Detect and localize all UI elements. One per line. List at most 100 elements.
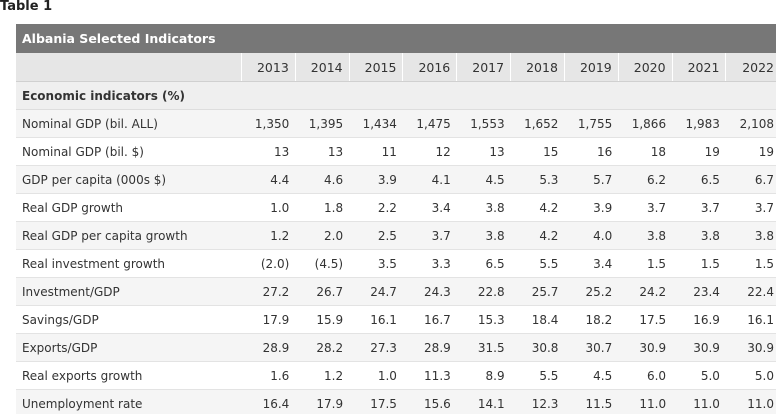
- table-row: Nominal GDP (bil. $) 13 13 11 12 13 15 16 18 19 19: [16, 137, 776, 166]
- table-cell: 17.5: [349, 389, 403, 414]
- table-cell: 24.2: [618, 277, 673, 306]
- row-label: Real exports growth: [16, 361, 242, 390]
- table-row: Savings/GDP 17.9 15.9 16.1 16.7 15.3 18.4 18.2 1…: [16, 305, 776, 334]
- table-cell: 4.0: [564, 221, 619, 250]
- table-cell: 1,434: [349, 109, 403, 138]
- table-cell: 30.9: [672, 333, 726, 362]
- table-cell: 13: [241, 137, 296, 166]
- table-cell: 22.8: [456, 277, 511, 306]
- table-cell: 6.2: [618, 165, 673, 194]
- table-cell: 1,475: [402, 109, 457, 138]
- year-header: 2021: [671, 53, 726, 82]
- year-header: 2017: [456, 53, 511, 82]
- table-cell: 1,866: [618, 109, 673, 138]
- table-cell: 2.2: [349, 193, 403, 222]
- table-cell: (2.0): [241, 249, 296, 278]
- table-cell: 30.9: [618, 333, 673, 362]
- year-header: 2013: [240, 53, 296, 82]
- table-cell: 12.3: [510, 389, 565, 414]
- row-label: Exports/GDP: [16, 333, 242, 362]
- table-row: Real investment growth (2.0) (4.5) 3.5 3.3 6.…: [16, 249, 776, 278]
- table-cell: 30.8: [510, 333, 565, 362]
- section-header-row: Economic indicators (%): [16, 81, 776, 110]
- table-cell: 17.5: [618, 305, 673, 334]
- table-cell: 1.0: [241, 193, 296, 222]
- table-cell: 27.3: [349, 333, 403, 362]
- year-header: 2022: [725, 53, 776, 82]
- section-header: Economic indicators (%): [16, 81, 776, 110]
- table-cell: 14.1: [456, 389, 511, 414]
- table-cell: 18.4: [510, 305, 565, 334]
- table-cell: 8.9: [456, 361, 511, 390]
- table-cell: 16: [564, 137, 619, 166]
- table-cell: 11.3: [402, 361, 457, 390]
- table-cell: 6.7: [725, 165, 776, 194]
- table-cell: 11: [349, 137, 403, 166]
- table-cell: 3.7: [402, 221, 457, 250]
- table-cell: 16.7: [402, 305, 457, 334]
- table-cell: 3.8: [672, 221, 726, 250]
- table-cell: 11.0: [672, 389, 726, 414]
- year-header: 2014: [294, 53, 350, 82]
- table-cell: 16.1: [725, 305, 776, 334]
- row-label: Investment/GDP: [16, 277, 242, 306]
- table-cell: 19: [725, 137, 776, 166]
- table-cell: 1.5: [672, 249, 726, 278]
- table-cell: 3.8: [456, 221, 511, 250]
- indicators-table: Albania Selected Indicators 2013 2014 20…: [16, 24, 776, 414]
- table-cell: 3.9: [349, 165, 403, 194]
- table-cell: 28.9: [241, 333, 296, 362]
- table-title: Albania Selected Indicators: [16, 24, 776, 53]
- table-cell: 25.7: [510, 277, 565, 306]
- table-cell: 3.4: [564, 249, 619, 278]
- table-row: Real GDP growth 1.0 1.8 2.2 3.4 3.8 4.2 3.9 3.7 3…: [16, 193, 776, 222]
- table-cell: 1,755: [564, 109, 619, 138]
- table-row: Investment/GDP 27.2 26.7 24.7 24.3 22.8 25.7 25…: [16, 277, 776, 306]
- table-cell: 28.2: [295, 333, 350, 362]
- table-cell: 3.4: [402, 193, 457, 222]
- table-cell: 6.5: [456, 249, 511, 278]
- table-cell: 23.4: [672, 277, 726, 306]
- table-cell: 1,652: [510, 109, 565, 138]
- table-cell: 1.5: [618, 249, 673, 278]
- table-cell: 1,983: [672, 109, 726, 138]
- table-cell: 1.0: [349, 361, 403, 390]
- row-label: Real investment growth: [16, 249, 242, 278]
- table-cell: 2,108: [725, 109, 776, 138]
- table-cell: 3.8: [618, 221, 673, 250]
- table-cell: 15.3: [456, 305, 511, 334]
- table-cell: 13: [456, 137, 511, 166]
- table-cell: 4.1: [402, 165, 457, 194]
- table-cell: 5.0: [725, 361, 776, 390]
- table-cell: 30.9: [725, 333, 776, 362]
- table-cell: 3.7: [672, 193, 726, 222]
- table-cell: (4.5): [295, 249, 350, 278]
- table-cell: 17.9: [295, 389, 350, 414]
- table-caption: Table 1: [0, 0, 53, 14]
- table-cell: 2.0: [295, 221, 350, 250]
- table-cell: 3.8: [725, 221, 776, 250]
- table-cell: 5.5: [510, 249, 565, 278]
- table-cell: 12: [402, 137, 457, 166]
- table-cell: 4.5: [564, 361, 619, 390]
- table-cell: 1.6: [241, 361, 296, 390]
- row-label: Unemployment rate: [16, 389, 242, 414]
- table-cell: 15: [510, 137, 565, 166]
- table-cell: 28.9: [402, 333, 457, 362]
- table-cell: 16.1: [349, 305, 403, 334]
- year-header-blank: [16, 53, 242, 82]
- table-cell: 16.9: [672, 305, 726, 334]
- table-cell: 11.0: [725, 389, 776, 414]
- table-row: Real exports growth 1.6 1.2 1.0 11.3 8.9 5.5 4.…: [16, 361, 776, 390]
- table-cell: 24.3: [402, 277, 457, 306]
- table-cell: 5.7: [564, 165, 619, 194]
- table-cell: 6.5: [672, 165, 726, 194]
- table-cell: 3.8: [456, 193, 511, 222]
- year-header-row: 2013 2014 2015 2016 2017 2018 2019 2020 …: [16, 53, 776, 82]
- table-cell: 1,350: [241, 109, 296, 138]
- table-row: Nominal GDP (bil. ALL) 1,350 1,395 1,434 1,4…: [16, 109, 776, 138]
- table-cell: 1.2: [241, 221, 296, 250]
- year-header: 2015: [348, 53, 403, 82]
- table-cell: 4.2: [510, 221, 565, 250]
